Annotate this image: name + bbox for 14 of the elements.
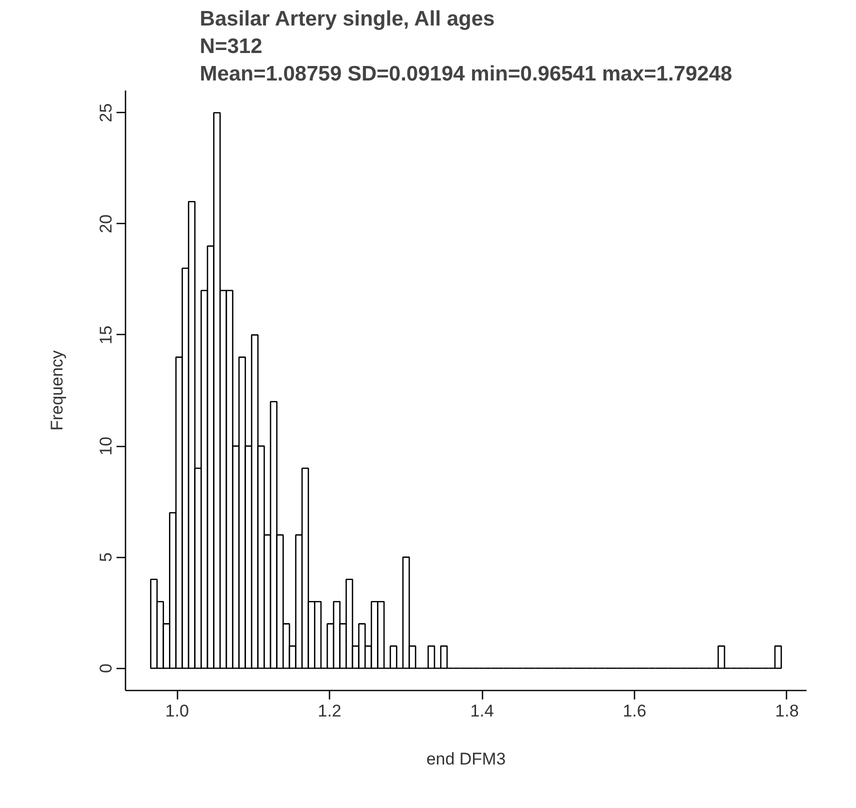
chart-title: Basilar Artery single, All ages N=312 Mean=1.08759 SD=0.09194 min=0.96541 max=1.79248	[200, 7, 733, 86]
y-tick-label: 15	[96, 325, 116, 344]
x-tick-label: 1.6	[622, 702, 646, 720]
x-tick-label: 1.8	[775, 702, 799, 720]
y-axis-title: Frequency	[48, 350, 66, 431]
x-axis-title: end DFM3	[426, 750, 506, 768]
y-tick-label: 0	[96, 664, 116, 674]
y-tick-label: 5	[96, 552, 116, 562]
y-tick-label: 10	[96, 436, 116, 456]
x-tick-label: 1.0	[165, 702, 189, 720]
x-tick-label: 1.2	[318, 702, 342, 720]
x-tick-label: 1.4	[470, 702, 494, 720]
y-tick-label: 20	[96, 214, 116, 234]
y-tick-label: 25	[96, 103, 116, 122]
